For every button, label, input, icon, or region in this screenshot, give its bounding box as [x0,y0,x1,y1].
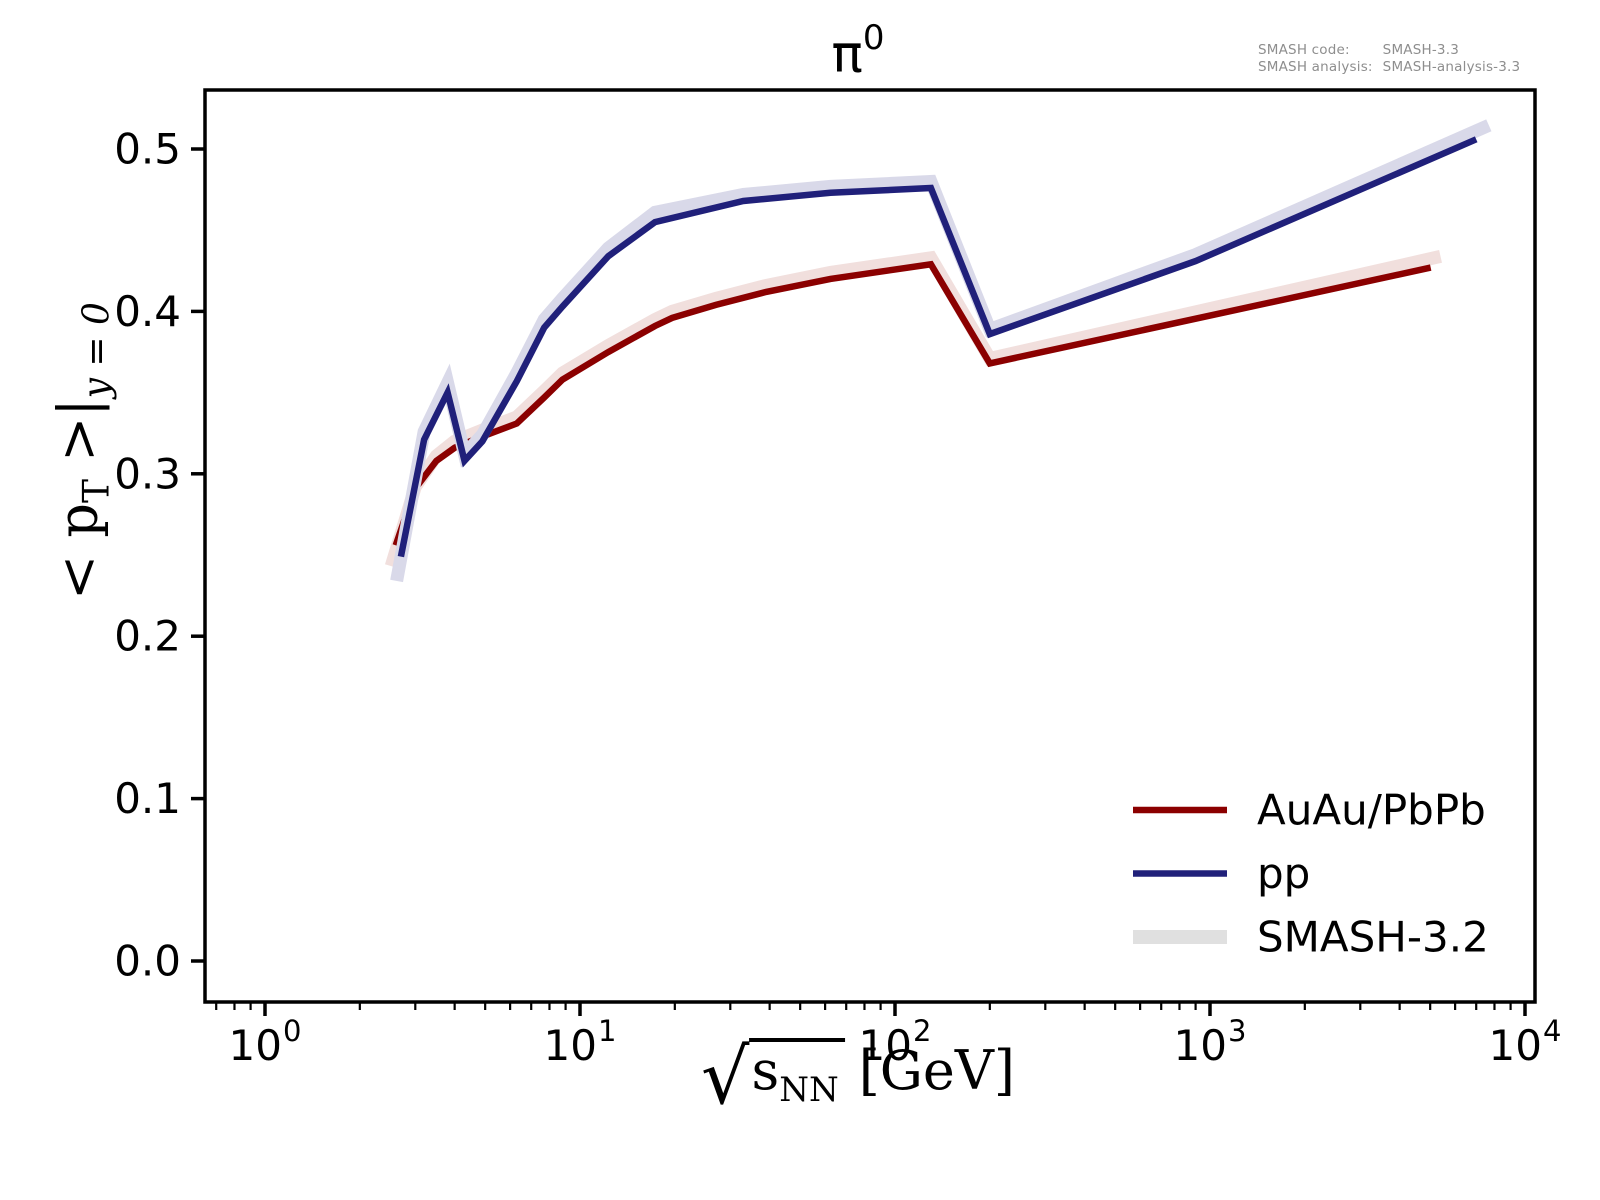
watermark-code-value: SMASH-3.3 [1382,42,1459,58]
x-axis-subscript: NN [779,1069,839,1110]
x-tick-label: 104 [1489,1014,1562,1070]
band-smash-3-2-auau-pbpb-band [384,250,1442,569]
plot-title-exponent: 0 [862,18,885,58]
plot-title-base: π [831,24,863,85]
sqrt-radical-symbol: √ [701,1032,750,1121]
watermark-analysis-value: SMASH-analysis-3.3 [1382,59,1521,75]
y-tick-label: 0.3 [114,449,181,498]
legend-label-smash-3-2: SMASH-3.2 [1257,913,1489,962]
axes-frame [203,88,1537,1004]
y-tick-label: 0.2 [114,612,181,661]
x-tick-label: 102 [859,1014,932,1070]
watermark-code-label: SMASH code: [1258,42,1350,58]
y-axis-label: < pT >|y = 0 [47,302,118,600]
y-label-sub-T: T [76,479,118,504]
line-auau-pbpb [392,260,1432,547]
legend-label-pp: pp [1257,849,1310,898]
x-axis-label: √sNN [GeV] [701,1038,1015,1119]
x-tick-label: 100 [229,1014,302,1070]
y-label-mid: >| [46,398,110,479]
y-label-sub-y0: y = 0 [76,302,118,399]
watermark-analysis-label: SMASH analysis: [1258,59,1373,75]
legend-label-auau-pbpb: AuAu/PbPb [1257,786,1486,835]
x-axis-symbol: s [751,1039,780,1102]
smash-version-watermark: SMASH code: SMASH-3.3 SMASH analysis: SM… [1258,42,1520,75]
y-tick-label: 0.4 [114,287,181,336]
x-tick-label: 103 [1174,1014,1247,1070]
line-pp [397,136,1478,558]
y-tick-label: 0.1 [114,774,181,823]
y-label-pre: < p [46,503,110,600]
x-tick-label: 101 [544,1014,617,1070]
x-axis-unit: [GeV] [858,1039,1015,1102]
plot-title: π0 [831,18,885,85]
y-tick-label: 0.0 [114,937,181,986]
band-smash-3-2-pp-band [390,119,1492,583]
y-tick-label: 0.5 [114,125,181,174]
